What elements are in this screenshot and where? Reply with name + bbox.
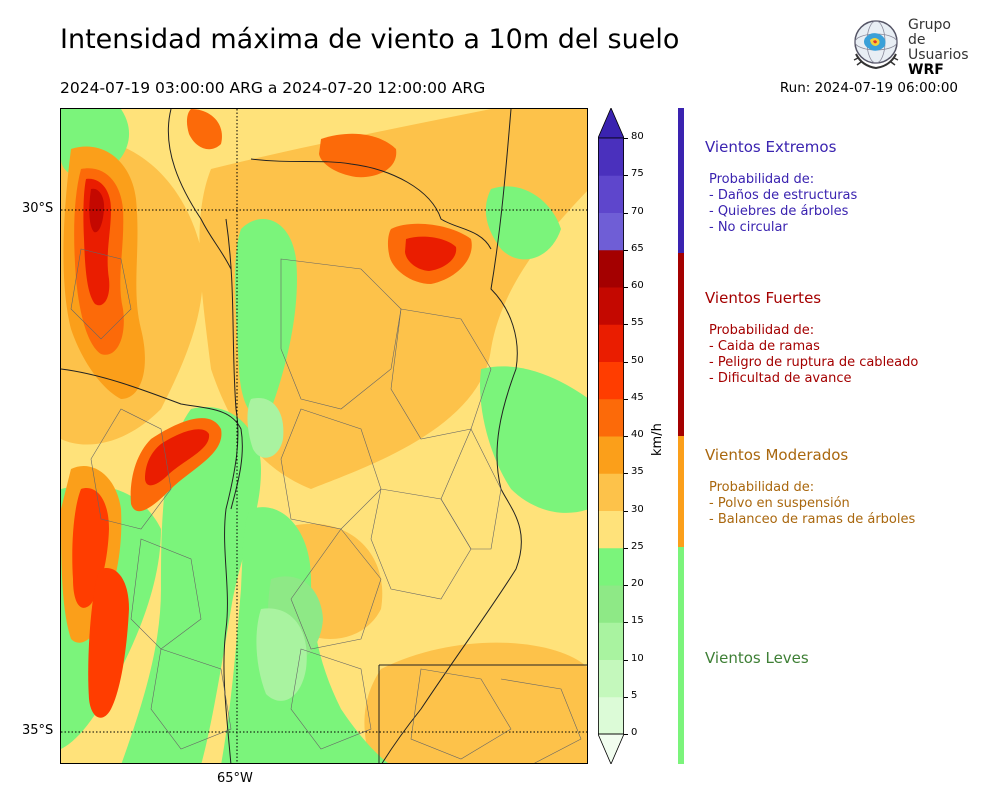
lon-label-65w: 65°W (217, 771, 253, 786)
colorbar-tick-mark (624, 622, 628, 624)
run-time: Run: 2024-07-19 06:00:00 (779, 80, 958, 96)
category-title: Vientos Leves (705, 649, 809, 667)
colorbar-tick-mark (624, 734, 628, 735)
category-description-line: - Quiebres de árboles (709, 204, 849, 219)
wind-map (60, 108, 588, 764)
category-description-line: - Balanceo de ramas de árboles (709, 512, 916, 527)
colorbar-tick-label: 60 (631, 280, 644, 291)
colorbar-tick-label: 0 (631, 727, 638, 738)
category-description-line: - No circular (709, 220, 788, 235)
colorbar-segment (598, 138, 624, 176)
category-description-line: Probabilidad de: (709, 323, 815, 338)
colorbar-tick-mark (624, 287, 628, 288)
colorbar-segment (598, 473, 624, 511)
colorbar-tick-label: 30 (631, 503, 644, 515)
colorbar-tick-label: 65 (631, 242, 644, 254)
colorbar-tick-label: 75 (631, 168, 644, 180)
valid-period: 2024-07-19 03:00:00 ARG a 2024-07-20 12:… (60, 79, 486, 97)
colorbar-segment (598, 547, 624, 586)
colorbar-tick-label: 5 (631, 689, 638, 701)
colorbar-segment (598, 659, 624, 698)
colorbar-segment (598, 622, 624, 660)
wind-field (61, 109, 587, 763)
category-description-line: - Daños de estructuras (709, 188, 858, 203)
category-title: Vientos Fuertes (705, 289, 822, 307)
map-title: Intensidad máxima de viento a 10m del su… (60, 24, 680, 55)
category-bar (678, 253, 684, 436)
colorbar-segment (598, 175, 624, 213)
lat-label-30s: 30°S (22, 201, 54, 216)
colorbar-tick-mark (624, 473, 628, 475)
colorbar-tick-mark (624, 585, 628, 586)
colorbar-tick-mark (624, 510, 628, 512)
lat-label-35s: 35°S (22, 723, 54, 738)
logo-text: Grupo de Usuarios WRF (908, 17, 969, 78)
colorbar-segment (598, 510, 624, 549)
grupo-usuarios-wrf-logo: Grupo de Usuarios WRF (848, 16, 969, 78)
colorbar-extend-min (598, 733, 624, 764)
category-description-line: - Peligro de ruptura de cableado (709, 355, 919, 370)
colorbar-tick-mark (624, 361, 628, 363)
category-description-line: - Polvo en suspensión (709, 496, 850, 511)
category-bar (678, 108, 684, 253)
category-title: Vientos Moderados (705, 446, 849, 464)
category-description-line: Probabilidad de: (709, 172, 815, 187)
category-bar (678, 547, 684, 764)
colorbar-tick-mark (624, 175, 628, 177)
colorbar-tick-mark (624, 696, 628, 698)
colorbar-tick-label: 55 (631, 317, 644, 329)
colorbar-segment (598, 436, 624, 474)
category-description-line: - Caida de ramas (709, 339, 820, 354)
colorbar-tick-label: 70 (631, 205, 644, 217)
colorbar-tick-mark (624, 212, 628, 214)
colorbar-segment (598, 212, 624, 251)
category-description: Probabilidad de: - Caida de ramas - Peligr… (709, 323, 918, 387)
colorbar-segment (598, 287, 624, 325)
colorbar-segment (598, 324, 624, 362)
category-title: Vientos Extremos (705, 138, 837, 156)
colorbar-segment (598, 361, 624, 400)
colorbar-tick-mark (624, 436, 628, 437)
colorbar-segment (598, 585, 624, 623)
colorbar-tick-label: 15 (631, 615, 644, 627)
colorbar (598, 108, 624, 764)
colorbar-tick-mark (624, 138, 628, 139)
colorbar-tick-label: 50 (631, 354, 644, 366)
colorbar-tick-mark (624, 659, 628, 661)
colorbar-extend-max (598, 108, 624, 139)
colorbar-tick-label: 40 (631, 429, 644, 440)
colorbar-tick-mark (624, 398, 628, 400)
colorbar-tick-mark (624, 324, 628, 326)
colorbar-tick-label: 45 (631, 391, 644, 403)
colorbar-tick-mark (624, 249, 628, 251)
category-description-line: Probabilidad de: (709, 480, 815, 495)
colorbar-tick-label: 20 (631, 578, 644, 589)
colorbar-unit: km/h (650, 423, 665, 456)
colorbar-tick-label: 25 (631, 540, 644, 552)
colorbar-tick-label: 80 (631, 131, 644, 142)
colorbar-segment (598, 398, 624, 437)
colorbar-tick-label: 10 (631, 652, 644, 664)
colorbar-tick-mark (624, 547, 628, 549)
colorbar-segment (598, 696, 624, 735)
category-description-line: - Dificultad de avance (709, 371, 852, 386)
colorbar-tick-label: 35 (631, 466, 644, 478)
category-bar (678, 436, 684, 547)
globe-logo-icon (853, 20, 899, 70)
category-description: Probabilidad de: - Daños de estructuras - … (709, 172, 857, 236)
category-description: Probabilidad de: - Polvo en suspensión - B… (709, 480, 915, 528)
colorbar-segment (598, 249, 624, 288)
